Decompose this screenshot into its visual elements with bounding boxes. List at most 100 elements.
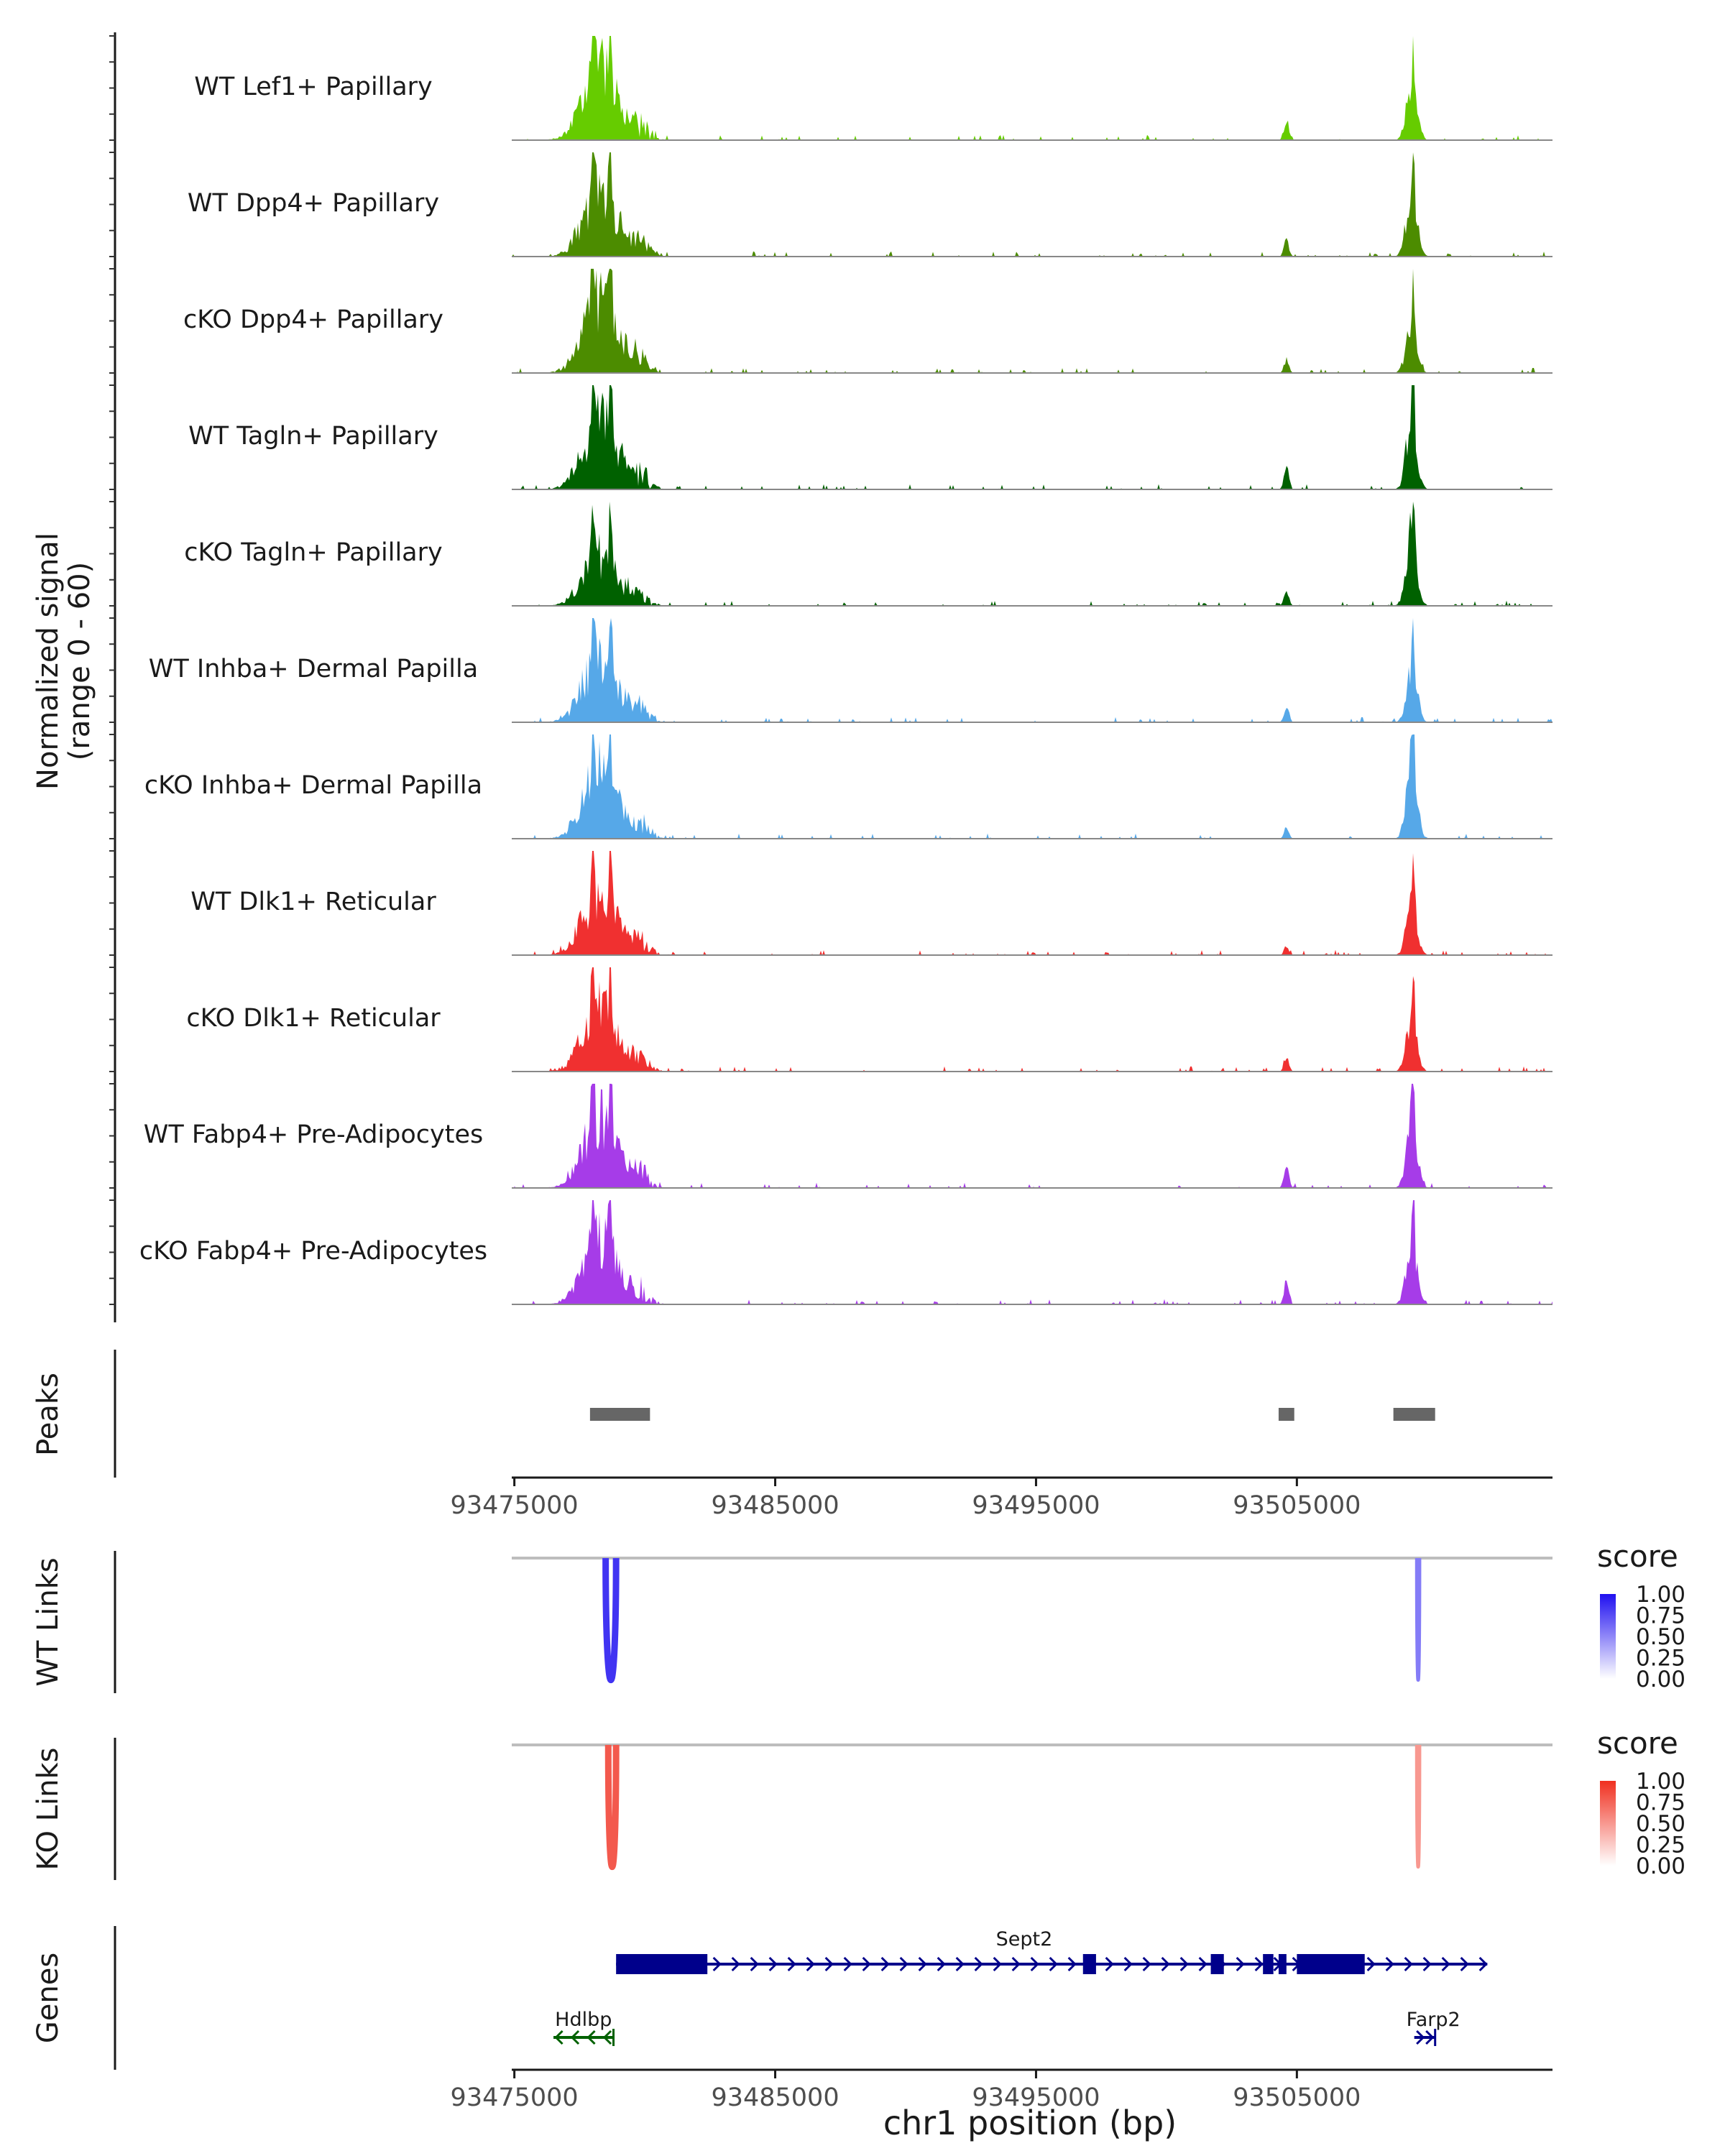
strand-chevron bbox=[843, 1956, 852, 1972]
track: cKO Dlk1+ Reticular bbox=[186, 967, 1552, 1072]
gene-exon bbox=[616, 1954, 708, 1974]
coverage-area bbox=[512, 152, 1552, 257]
strand-chevron bbox=[880, 1956, 890, 1972]
legend-tick-label: 1.00 bbox=[1636, 1769, 1685, 1795]
strand-chevron bbox=[1416, 2030, 1425, 2045]
gene-exon bbox=[1263, 1954, 1274, 1974]
strand-chevron bbox=[1161, 1956, 1170, 1972]
track: WT Tagln+ Papillary bbox=[188, 385, 1552, 490]
legend-tick-label: 0.25 bbox=[1636, 1646, 1685, 1672]
strand-chevron bbox=[712, 1956, 722, 1972]
coverage-area bbox=[512, 1084, 1552, 1188]
gene-name: Sept2 bbox=[996, 1928, 1053, 1950]
links-label: WT Links bbox=[32, 1557, 65, 1686]
coverage-area bbox=[512, 851, 1552, 955]
track-label: WT Dlk1+ Reticular bbox=[190, 888, 436, 916]
axis-tick-label: 93505000 bbox=[1233, 2083, 1361, 2112]
peaks-track: Peaks bbox=[32, 1350, 1435, 1478]
coverage-area bbox=[512, 269, 1552, 373]
link-arc bbox=[604, 1744, 620, 1871]
strand-chevron bbox=[1422, 1956, 1432, 1972]
strand-chevron bbox=[1254, 1956, 1264, 1972]
coverage-area bbox=[512, 734, 1552, 839]
gene-exon bbox=[1082, 1954, 1096, 1974]
strand-chevron bbox=[937, 1956, 946, 1972]
strand-chevron bbox=[1441, 1956, 1450, 1972]
strand-chevron bbox=[570, 2030, 580, 2045]
genes-label: Genes bbox=[32, 1953, 65, 2043]
strand-chevron bbox=[862, 1956, 871, 1972]
gene-exon bbox=[1297, 1954, 1365, 1974]
link-arc bbox=[1414, 1744, 1422, 1869]
gene-exon bbox=[1278, 1954, 1287, 1974]
strand-chevron bbox=[731, 1956, 740, 1972]
strand-chevron bbox=[1366, 1956, 1376, 1972]
strand-chevron bbox=[1105, 1956, 1114, 1972]
axis-tick-label: 93495000 bbox=[972, 1491, 1100, 1520]
strand-chevron bbox=[750, 1956, 759, 1972]
gene-model: Sept2 bbox=[616, 1928, 1488, 1974]
track-label: cKO Fabp4+ Pre-Adipocytes bbox=[139, 1237, 487, 1266]
strand-chevron bbox=[1142, 1956, 1151, 1972]
strand-chevron bbox=[1198, 1956, 1208, 1972]
axis-tick-label: 93505000 bbox=[1233, 1491, 1361, 1520]
coverage-area bbox=[512, 385, 1552, 489]
strand-chevron bbox=[899, 1956, 908, 1972]
coverage-area bbox=[512, 967, 1552, 1072]
strand-chevron bbox=[586, 2030, 596, 2045]
links-label: KO Links bbox=[32, 1748, 65, 1871]
strand-chevron bbox=[1236, 1956, 1245, 1972]
strand-chevron bbox=[554, 2030, 564, 2045]
coverage-area bbox=[512, 618, 1552, 722]
position-axis-bottom: 93475000 93485000 93495000 93505000 bbox=[451, 2068, 1552, 2112]
strand-chevron bbox=[824, 1956, 834, 1972]
peak-region bbox=[1278, 1408, 1294, 1421]
strand-chevron bbox=[806, 1956, 815, 1972]
track: WT Dlk1+ Reticular bbox=[190, 851, 1552, 956]
strand-chevron bbox=[918, 1956, 927, 1972]
track: cKO Dpp4+ Papillary bbox=[183, 269, 1552, 374]
legend-colorbar bbox=[1600, 1594, 1616, 1679]
legend-tick-label: 0.75 bbox=[1636, 1603, 1685, 1629]
track-label: cKO Tagln+ Papillary bbox=[184, 538, 443, 567]
strand-chevron bbox=[602, 2030, 612, 2045]
axis-tick-label: 93475000 bbox=[451, 1491, 579, 1520]
genes-track: Genes Sept2 Hdlbp Farp2 bbox=[32, 1926, 1488, 2070]
strand-chevron bbox=[993, 1956, 1002, 1972]
gene-name: Farp2 bbox=[1407, 2009, 1460, 2031]
peaks-label: Peaks bbox=[32, 1373, 65, 1456]
track-label: WT Tagln+ Papillary bbox=[188, 422, 438, 451]
peak-region bbox=[1393, 1408, 1435, 1421]
signal-ylabel-line2: (range 0 - 60) bbox=[63, 562, 96, 760]
legend-title: score bbox=[1597, 1726, 1678, 1761]
gene-exon bbox=[1210, 1954, 1224, 1974]
strand-chevron bbox=[1385, 1956, 1394, 1972]
position-axis-top: 93475000 93485000 93495000 93505000 bbox=[451, 1476, 1552, 1520]
links-panel: KO Links score 1.000.750.500.250.00 bbox=[32, 1726, 1685, 1880]
track: WT Lef1+ Papillary bbox=[194, 36, 1552, 141]
track: cKO Fabp4+ Pre-Adipocytes bbox=[139, 1200, 1552, 1305]
track-label: WT Lef1+ Papillary bbox=[194, 73, 433, 101]
coverage-area bbox=[512, 502, 1552, 606]
x-axis-label: chr1 position (bp) bbox=[883, 2104, 1177, 2142]
track-label: cKO Dlk1+ Reticular bbox=[186, 1004, 441, 1033]
strand-chevron bbox=[1425, 2030, 1435, 2045]
axis-tick-label: 93475000 bbox=[451, 2083, 579, 2112]
peak-region bbox=[589, 1408, 650, 1421]
strand-chevron bbox=[1067, 1956, 1077, 1972]
signal-tracks: WT Lef1+ Papillary WT Dpp4+ Papillary cKO … bbox=[109, 32, 1552, 1322]
coverage-area bbox=[512, 36, 1552, 140]
link-arc bbox=[602, 1557, 620, 1684]
legend-tick-label: 0.00 bbox=[1636, 1667, 1685, 1692]
track: WT Fabp4+ Pre-Adipocytes bbox=[144, 1084, 1552, 1189]
track: cKO Inhba+ Dermal Papilla bbox=[144, 734, 1552, 839]
strand-chevron bbox=[768, 1956, 778, 1972]
strand-chevron bbox=[955, 1956, 965, 1972]
track-label: cKO Dpp4+ Papillary bbox=[183, 305, 443, 334]
strand-chevron bbox=[787, 1956, 796, 1972]
coverage-area bbox=[512, 1200, 1552, 1304]
track: cKO Tagln+ Papillary bbox=[184, 502, 1552, 607]
strand-chevron bbox=[1123, 1956, 1133, 1972]
strand-chevron bbox=[1460, 1956, 1469, 1972]
